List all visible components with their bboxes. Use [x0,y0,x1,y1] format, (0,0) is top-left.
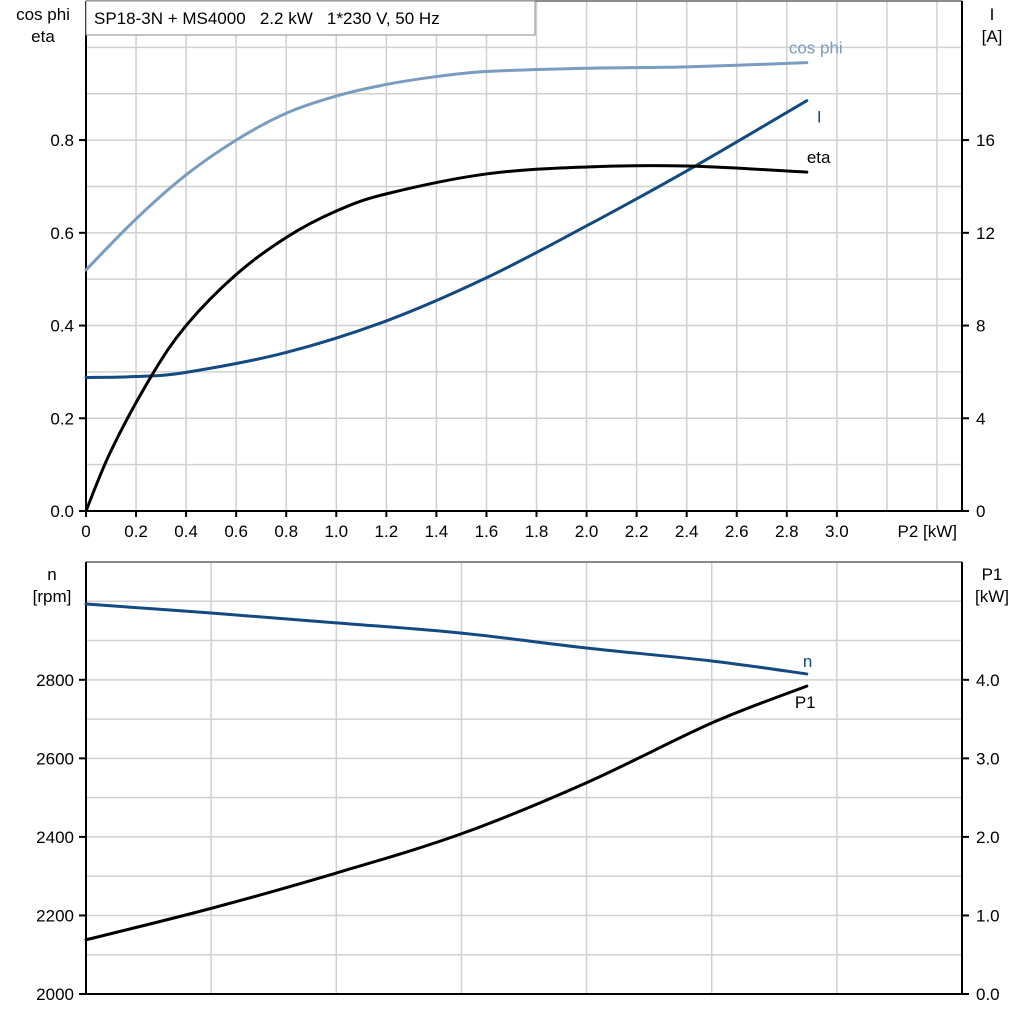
y-axis-label-right: [A] [982,27,1003,46]
x-tick-label: 1.0 [324,522,348,541]
y-tick-label-left: 2800 [36,671,74,690]
x-tick-label: 1.8 [525,522,549,541]
title-box: SP18-3N + MS4000 2.2 kW 1*230 V, 50 Hz [85,0,536,36]
x-tick-label: 0.2 [124,522,148,541]
top-plot: 0.0 0.2 0.4 0.6 0.8 0 4 8 12 16 0 0.2 0.4 0.6 0.8 1.0 1.… [16,0,1003,541]
series-line-eta [84,164,809,513]
x-tick-label: 0 [81,522,90,541]
series-label-I: I [817,108,822,127]
x-tick-label: 1.4 [425,522,449,541]
y-axis-label-left: cos phi [16,5,70,24]
y-tick-label-left: 0.0 [50,502,74,521]
y-tick-label-right: 4 [976,409,985,428]
series-line-I [84,99,809,379]
x-tick-label: 2.2 [625,522,649,541]
x-tick-label: 1.2 [375,522,399,541]
y-axis-label-right: I [990,5,995,24]
y-tick-label-left: 2600 [36,749,74,768]
y-tick-label-left: 2000 [36,985,74,1004]
y-tick-label-right: 0 [976,502,985,521]
y-axis-label-right: P1 [982,565,1003,584]
y-tick-label-right: 12 [976,224,995,243]
y-tick-label-right: 3.0 [976,749,1000,768]
series-line-n [84,602,809,676]
y-tick-label-right: 2.0 [976,828,1000,847]
y-tick-label-left: 0.6 [50,224,74,243]
series-label-P1: P1 [795,693,816,712]
y-tick-label-right: 1.0 [976,906,1000,925]
x-tick-label: 2.8 [775,522,799,541]
x-tick-label: 2.6 [725,522,749,541]
y-tick-label-left: 2200 [36,906,74,925]
y-tick-label-left: 0.4 [50,317,74,336]
series-label-eta: eta [807,148,831,167]
y-tick-label-left: 0.8 [50,131,74,150]
y-tick-label-right: 8 [976,317,985,336]
y-axis-label-left: n [47,565,56,584]
chart-title: SP18-3N + MS4000 2.2 kW 1*230 V, 50 Hz [94,9,440,28]
series-line-cos-phi [84,61,809,272]
bottom-plot: 2000 2200 2400 2600 2800 0.0 1.0 2.0 3.0 4.0 n [rpm… [33,561,1009,1004]
x-tick-label: 0.6 [224,522,248,541]
x-axis-label: P2 [kW] [897,522,957,541]
y-tick-label-right: 0.0 [976,985,1000,1004]
y-axis-label-left: [rpm] [33,587,72,606]
series-label-n: n [803,652,812,671]
x-tick-label: 0.8 [274,522,298,541]
y-tick-label-right: 16 [976,131,995,150]
y-axis-label-left: eta [31,27,55,46]
series-label-cos-phi: cos phi [789,39,843,58]
series-line-P1 [84,684,809,942]
y-tick-label-right: 4.0 [976,671,1000,690]
x-tick-label: 1.6 [475,522,499,541]
y-tick-label-left: 0.2 [50,409,74,428]
x-tick-label: 2.4 [675,522,699,541]
x-tick-label: 2.0 [575,522,599,541]
y-tick-label-left: 2400 [36,828,74,847]
x-tick-label: 3.0 [825,522,849,541]
y-axis-label-right: [kW] [975,587,1009,606]
x-tick-label: 0.4 [174,522,198,541]
